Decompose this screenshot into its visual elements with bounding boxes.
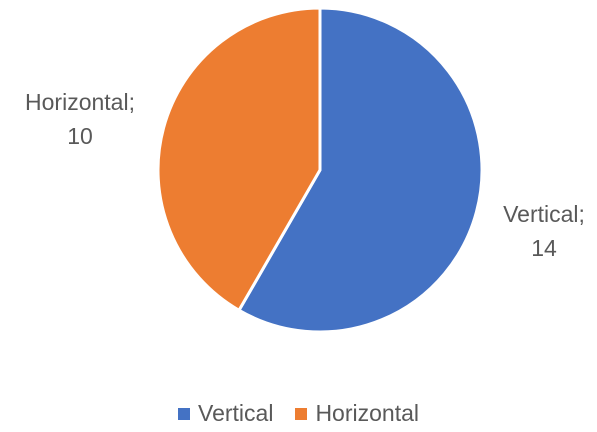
- legend-item-horizontal: Horizontal: [295, 400, 419, 427]
- legend-label-horizontal: Horizontal: [315, 400, 419, 426]
- pie-slice-vertical: [237, 6, 484, 334]
- legend-label-vertical: Vertical: [198, 400, 274, 426]
- legend-item-vertical: Vertical: [178, 400, 273, 427]
- data-label-vertical: Vertical; 14: [503, 201, 585, 261]
- legend-swatch-horizontal: [295, 407, 308, 420]
- pie-data-labels: Vertical; 14 Horizontal; 10: [25, 89, 585, 261]
- chart-legend: Vertical Horizontal: [0, 400, 597, 427]
- data-label-horizontal: Horizontal; 10: [25, 89, 135, 149]
- pie-slices: [156, 6, 484, 334]
- legend-swatch-vertical: [178, 407, 190, 420]
- pie-slice-horizontal: [156, 6, 322, 312]
